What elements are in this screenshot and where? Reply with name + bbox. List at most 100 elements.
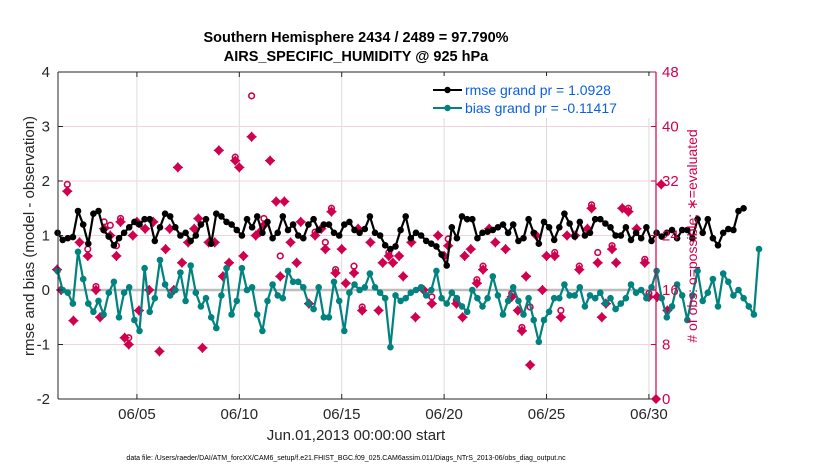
asterisk-marker-stroke <box>246 131 257 142</box>
data-point-bias <box>591 294 599 302</box>
data-point-bias <box>637 286 645 294</box>
data-point-bias <box>305 300 312 307</box>
data-point-rmse <box>161 210 169 217</box>
data-point-rmse <box>499 221 507 228</box>
data-point-bias <box>172 286 179 294</box>
data-point-bias <box>264 297 271 305</box>
data-point-bias <box>689 292 696 299</box>
asterisk-marker-stroke <box>500 244 511 255</box>
evaluated-obs-marker <box>234 162 245 173</box>
data-point-rmse <box>351 226 358 234</box>
data-point-bias <box>484 294 491 302</box>
possible-obs-marker <box>116 214 125 223</box>
data-point-rmse <box>110 242 118 249</box>
data-point-bias <box>443 300 451 307</box>
data-point-bias <box>566 292 573 299</box>
data-point-rmse <box>402 213 410 220</box>
asterisk-marker-stroke <box>373 305 384 316</box>
data-point-bias <box>218 292 225 299</box>
evaluated-obs-marker <box>537 285 548 295</box>
data-point-rmse <box>213 210 220 217</box>
data-point-rmse <box>356 229 363 237</box>
evaluated-obs-marker <box>238 250 249 261</box>
series-lines <box>54 205 763 351</box>
tick-label-right: 40 <box>662 119 679 136</box>
possible-obs-marker <box>479 262 487 270</box>
data-point-bias <box>74 248 82 256</box>
evaluated-obs-marker <box>398 271 409 282</box>
asterisk-marker-stroke <box>189 223 200 234</box>
data-point-bias <box>402 294 410 302</box>
data-point-rmse <box>407 234 415 242</box>
possible-obs-marker <box>587 201 596 209</box>
right-axis-ticks: 0 8 16 24 32 40 48 <box>651 64 679 408</box>
data-point-rmse <box>489 226 497 234</box>
possible-obs-marker <box>276 252 284 260</box>
asterisk-marker-stroke <box>111 250 122 261</box>
data-point-rmse <box>253 213 261 220</box>
evaluated-obs-marker <box>154 346 165 357</box>
obs-count-markers <box>52 92 673 404</box>
data-point-bias <box>310 305 317 313</box>
asterisk-marker-stroke <box>127 230 138 241</box>
data-point-rmse <box>341 221 348 228</box>
data-point-rmse <box>607 224 614 231</box>
data-point-bias <box>330 278 338 286</box>
data-point-bias <box>85 300 92 307</box>
possible-obs-marker <box>594 248 602 257</box>
tick-label-x: 06/25 <box>528 406 566 423</box>
asterisk-marker-stroke <box>172 162 183 173</box>
tick-label-x: 06/05 <box>118 406 156 423</box>
data-point-rmse <box>69 233 77 241</box>
asterisk-marker-stroke <box>193 213 204 224</box>
data-point-rmse <box>428 240 435 247</box>
data-point-rmse <box>509 221 517 228</box>
data-point-bias <box>300 284 307 291</box>
data-point-bias <box>90 308 97 316</box>
data-point-bias <box>376 289 384 297</box>
data-point-bias <box>740 294 747 302</box>
evaluated-obs-marker <box>172 162 183 173</box>
data-point-bias <box>187 262 194 269</box>
data-point-rmse <box>259 229 266 237</box>
data-point-rmse <box>269 234 276 242</box>
data-point-bias <box>474 294 481 302</box>
data-point-rmse <box>545 224 553 231</box>
x-axis-label: Jun.01,2013 00:00:00 start <box>267 427 446 444</box>
data-point-bias <box>422 292 430 299</box>
data-point-bias <box>243 286 251 294</box>
data-point-rmse <box>197 221 205 228</box>
data-point-bias <box>561 281 568 288</box>
data-point-rmse <box>233 226 241 234</box>
tick-label-x: 06/30 <box>630 406 668 423</box>
left-axis-ticks: -2 -1 0 1 2 3 4 <box>37 64 63 408</box>
chart-title-line-1: Southern Hemisphere 2434 / 2489 = 97.790… <box>203 30 508 46</box>
possible-obs-marker <box>63 180 71 189</box>
asterisk-marker-stroke <box>398 271 409 282</box>
data-point-bias <box>69 300 77 307</box>
possible-obs-marker <box>321 238 329 246</box>
data-point-bias <box>714 303 722 310</box>
possible-obs-marker <box>608 242 616 250</box>
data-point-rmse <box>469 215 476 223</box>
data-point-rmse <box>381 242 389 249</box>
possible-obs-marker <box>260 214 268 223</box>
asterisk-marker-stroke <box>521 271 532 282</box>
data-point-bias <box>136 327 143 335</box>
y-axis-label-left: rmse and bias (model - observation) <box>21 116 38 356</box>
data-point-rmse <box>136 221 143 228</box>
data-point-rmse <box>289 221 297 228</box>
data-point-rmse <box>166 213 174 220</box>
data-point-bias <box>509 284 517 291</box>
asterisk-marker-stroke <box>154 346 165 357</box>
possible-obs-marker <box>125 334 133 342</box>
data-point-rmse <box>438 251 445 258</box>
data-point-rmse <box>663 229 671 237</box>
evaluated-obs-marker <box>68 315 79 326</box>
data-point-rmse <box>274 229 282 237</box>
asterisk-marker-stroke <box>234 162 245 173</box>
data-point-rmse <box>735 207 742 215</box>
data-point-rmse <box>463 215 471 223</box>
data-point-rmse <box>376 232 384 239</box>
